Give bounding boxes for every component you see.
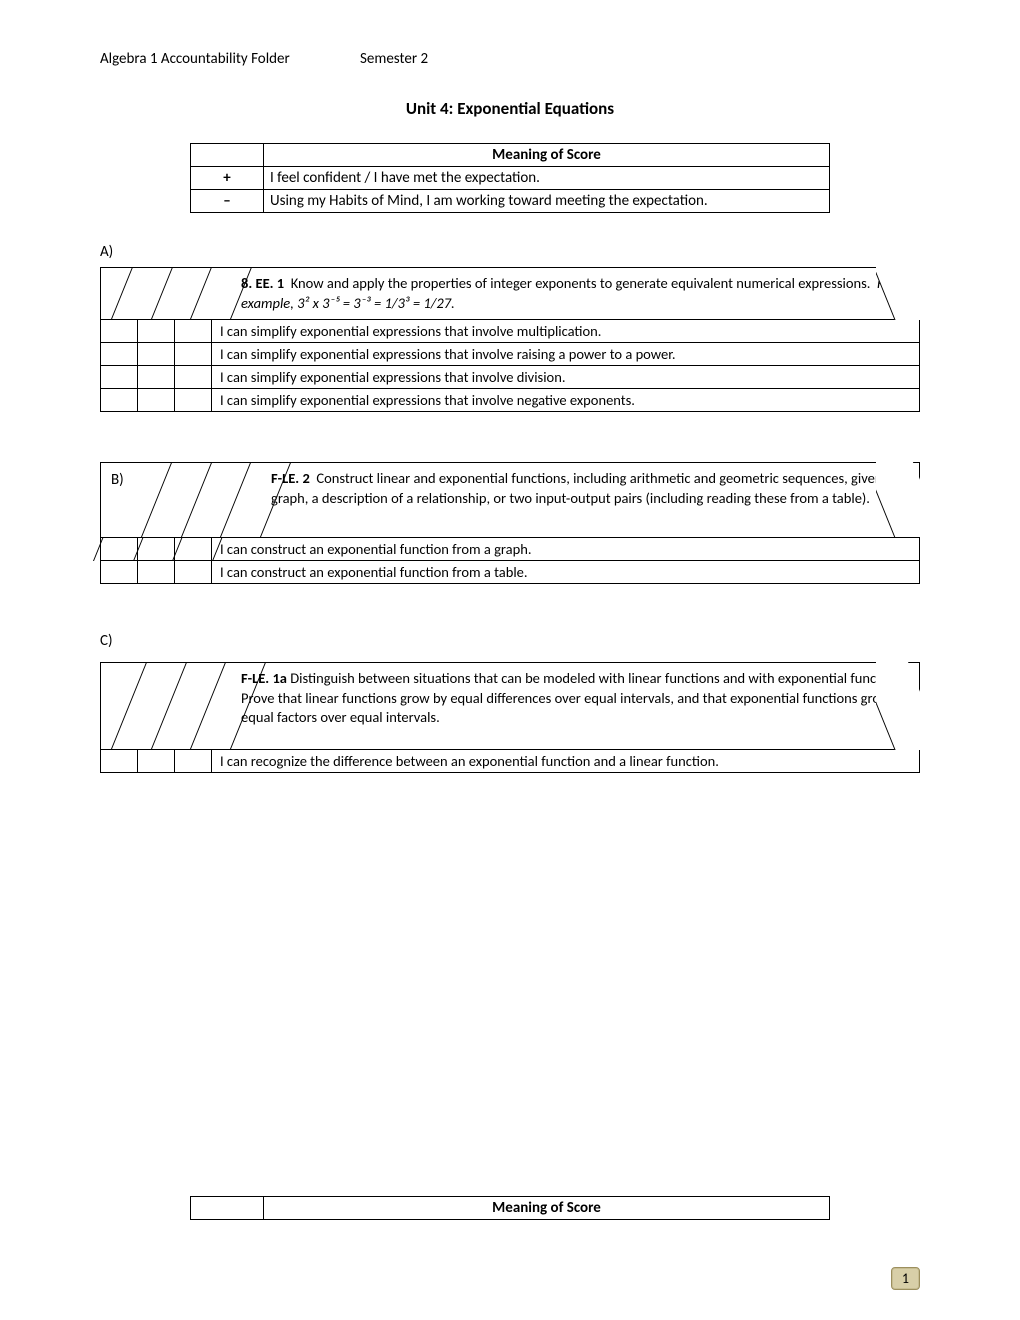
section-a-standard: 8. EE. 1 Know and apply the properties o… (223, 268, 919, 319)
score-meaning-table-bottom: Meaning of Score (190, 1196, 830, 1220)
section-b-block: B) F-LE. 2 Construct linear and exponent… (100, 462, 920, 584)
score-symbol-cell (191, 1197, 264, 1220)
score-meaning-header-bottom: Meaning of Score (264, 1197, 830, 1220)
check-cell[interactable] (175, 343, 212, 365)
section-a-text: Know and apply the properties of integer… (291, 274, 871, 292)
check-cell[interactable] (138, 320, 175, 342)
row-text: I can simplify exponential expressions t… (212, 320, 919, 342)
row-text: I can simplify exponential expressions t… (212, 343, 919, 365)
check-cell[interactable] (101, 389, 138, 411)
section-a-rows: I can simplify exponential expressions t… (100, 319, 920, 412)
table-row: I can simplify exponential expressions t… (101, 365, 919, 388)
check-cell[interactable] (175, 561, 212, 583)
section-c-text: Distinguish between situations that can … (241, 669, 909, 726)
document-header: Algebra 1 Accountability Folder Semester… (100, 50, 920, 68)
row-text: I can simplify exponential expressions t… (212, 366, 919, 388)
section-b-checkcells (141, 463, 261, 537)
check-cell[interactable] (101, 561, 138, 583)
check-cell[interactable] (175, 538, 212, 560)
table-row: I can construct an exponential function … (101, 538, 919, 560)
row-text: I can simplify exponential expressions t… (212, 389, 919, 411)
check-cell[interactable] (101, 343, 138, 365)
check-cell[interactable] (175, 366, 212, 388)
check-cell[interactable] (101, 750, 138, 772)
check-cell[interactable] (101, 320, 138, 342)
section-a-label: A) (100, 243, 920, 261)
header-left: Algebra 1 Accountability Folder (100, 50, 360, 68)
check-cell[interactable] (138, 750, 175, 772)
table-row: I can construct an exponential function … (101, 560, 919, 583)
unit-title: Unit 4: Exponential Equations (100, 98, 920, 119)
check-cell[interactable] (175, 320, 212, 342)
check-cell[interactable] (101, 538, 138, 560)
page: Algebra 1 Accountability Folder Semester… (0, 0, 1020, 1320)
section-a-block: 8. EE. 1 Know and apply the properties o… (100, 267, 920, 412)
table-row: I can recognize the difference between a… (101, 750, 919, 772)
section-c-rows: I can recognize the difference between a… (100, 749, 920, 773)
check-cell[interactable] (138, 538, 175, 560)
section-c-block: F-LE. 1a Distinguish between situations … (100, 662, 920, 773)
score-text-plus: I feel confident / I have met the expect… (264, 167, 830, 190)
section-a-checkcells (111, 268, 231, 319)
check-cell[interactable] (175, 389, 212, 411)
row-text: I can construct an exponential function … (212, 561, 919, 583)
score-symbol-header (191, 144, 264, 167)
score-meaning-table: Meaning of Score + I feel confident / I … (190, 143, 830, 213)
table-row: I can simplify exponential expressions t… (101, 388, 919, 411)
section-a-header: 8. EE. 1 Know and apply the properties o… (100, 267, 920, 319)
check-cell[interactable] (138, 561, 175, 583)
check-cell[interactable] (175, 750, 212, 772)
row-text: I can construct an exponential function … (212, 538, 919, 560)
section-b-text: Construct linear and exponential functio… (271, 469, 893, 507)
section-b-rows: I can construct an exponential function … (100, 537, 920, 584)
check-cell[interactable] (138, 343, 175, 365)
page-number: 1 (891, 1267, 920, 1290)
score-symbol-minus: – (191, 190, 264, 213)
score-meaning-header: Meaning of Score (264, 144, 830, 167)
score-text-minus: Using my Habits of Mind, I am working to… (264, 190, 830, 213)
header-right: Semester 2 (360, 50, 428, 68)
section-b-label: B) (111, 471, 124, 489)
section-c-checkcells (111, 663, 231, 749)
check-cell[interactable] (138, 366, 175, 388)
section-b-standard: F-LE. 2 Construct linear and exponential… (253, 463, 919, 537)
section-c-header: F-LE. 1a Distinguish between situations … (100, 662, 920, 749)
section-c-label: C) (100, 632, 920, 650)
score-symbol-plus: + (191, 167, 264, 190)
section-b-header: B) F-LE. 2 Construct linear and exponent… (100, 462, 920, 537)
table-row: I can simplify exponential expressions t… (101, 320, 919, 342)
row-text: I can recognize the difference between a… (212, 750, 919, 772)
check-cell[interactable] (138, 389, 175, 411)
section-c-standard: F-LE. 1a Distinguish between situations … (223, 663, 919, 749)
check-cell[interactable] (101, 366, 138, 388)
table-row: I can simplify exponential expressions t… (101, 342, 919, 365)
